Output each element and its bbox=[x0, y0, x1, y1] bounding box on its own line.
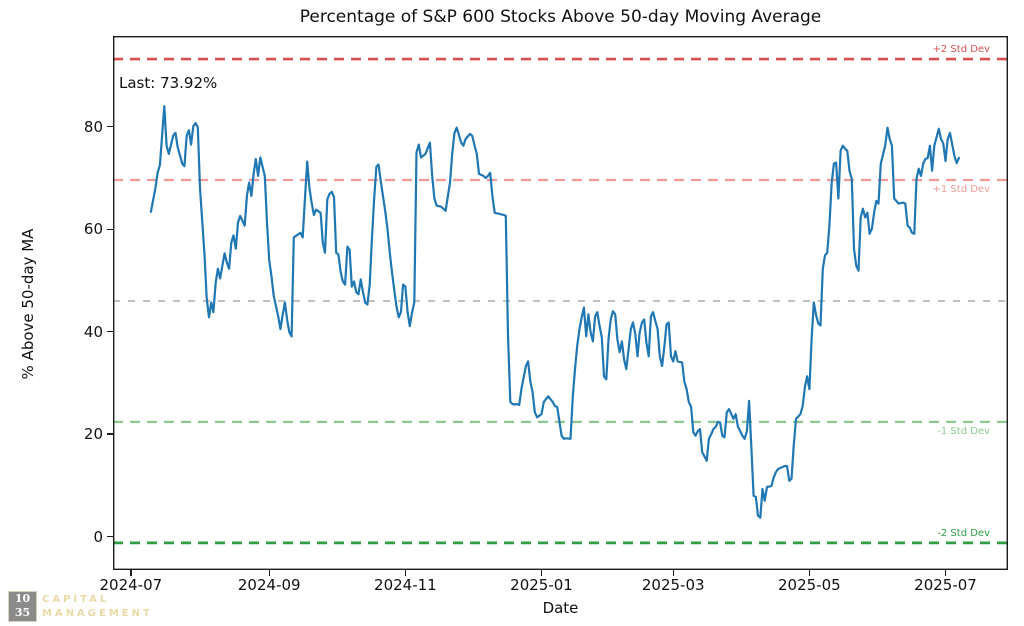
x-tick-mark bbox=[540, 570, 543, 576]
x-tick-label: 2024-09 bbox=[237, 576, 301, 594]
plot-svg bbox=[112, 35, 1008, 570]
y-tick-mark bbox=[107, 126, 113, 128]
y-tick-mark bbox=[107, 535, 113, 538]
series-line bbox=[149, 105, 960, 519]
x-tick-mark bbox=[944, 570, 947, 576]
x-tick-mark bbox=[808, 570, 811, 576]
y-tick-label: 0 bbox=[93, 527, 103, 546]
y-tick-mark bbox=[107, 433, 113, 435]
logo-name-line1: CAPITAL bbox=[42, 593, 110, 605]
x-tick-label: 2024-11 bbox=[374, 576, 437, 594]
logo-name-line2: MANAGEMENT bbox=[42, 607, 153, 619]
y-tick-label: 40 bbox=[83, 322, 103, 341]
-1-std-dev-label: -1 Std Dev bbox=[937, 425, 990, 437]
logo-name: CAPITAL MANAGEMENT bbox=[42, 593, 153, 621]
x-tick-mark bbox=[404, 570, 407, 576]
logo-box-line1: 10 bbox=[14, 592, 31, 605]
y-axis-label: % Above 50-day MA bbox=[19, 228, 37, 380]
last-value-annotation: Last: 73.92% bbox=[119, 74, 218, 92]
y-tick-label: 60 bbox=[83, 220, 103, 239]
y-tick-mark bbox=[107, 330, 113, 333]
x-tick-mark bbox=[268, 570, 270, 576]
logo: 10 35 CAPITAL MANAGEMENT bbox=[8, 591, 153, 622]
plot-border bbox=[112, 35, 1008, 570]
+2-std-dev-label: +2 Std Dev bbox=[932, 44, 991, 56]
chart-title: Percentage of S&P 600 Stocks Above 50-da… bbox=[299, 7, 822, 27]
logo-box: 10 35 bbox=[8, 591, 37, 622]
x-axis-label: Date bbox=[542, 599, 579, 617]
-2-std-dev-label: -2 Std Dev bbox=[937, 527, 990, 539]
y-tick-label: 80 bbox=[83, 117, 103, 136]
y-tick-mark bbox=[107, 228, 113, 230]
x-tick-label: 2025-03 bbox=[641, 576, 705, 594]
y-tick-label: 20 bbox=[83, 425, 103, 444]
x-tick-mark bbox=[130, 570, 132, 576]
x-tick-label: 2025-05 bbox=[778, 576, 841, 594]
logo-box-line2: 35 bbox=[14, 606, 31, 619]
x-tick-label: 2024-07 bbox=[99, 576, 163, 594]
+1-std-dev-label: +1 Std Dev bbox=[932, 184, 991, 195]
x-tick-label: 2025-01 bbox=[510, 576, 573, 594]
x-tick-label: 2025-07 bbox=[914, 576, 977, 594]
plot-area: Last: 73.92% +2 Std Dev +1 Std Dev -1 Std … bbox=[112, 35, 1008, 570]
x-tick-mark bbox=[672, 570, 674, 576]
